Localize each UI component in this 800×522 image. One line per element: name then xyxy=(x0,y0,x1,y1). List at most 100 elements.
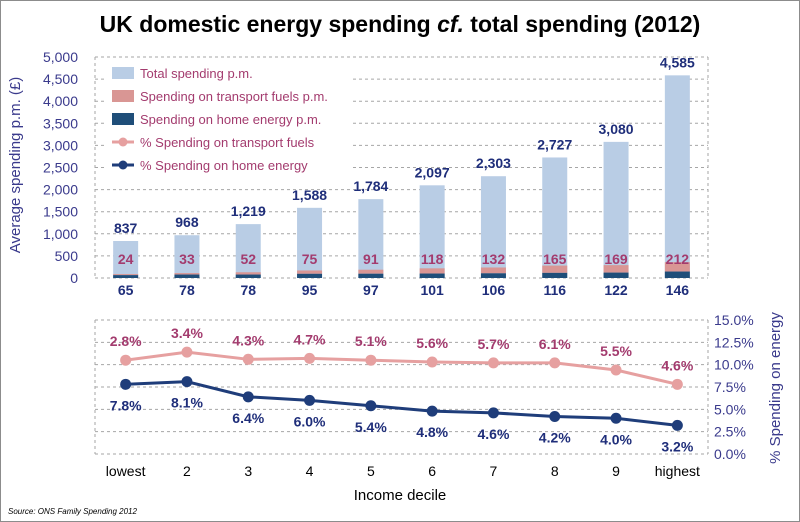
legend-label: Total spending p.m. xyxy=(140,66,253,81)
line-point xyxy=(242,353,254,365)
legend-swatch xyxy=(112,90,134,102)
bar-transport-label: 212 xyxy=(666,251,690,267)
line-point-label: 6.4% xyxy=(232,410,264,426)
y-tick-label: 3,500 xyxy=(43,115,78,131)
line-point-label: 4.7% xyxy=(294,331,326,347)
bar-total-label: 2,727 xyxy=(537,136,572,152)
bar-total-label: 1,219 xyxy=(231,203,266,219)
bar-total xyxy=(664,75,690,278)
line-point-label: 3.2% xyxy=(661,438,693,454)
line-point-label: 5.5% xyxy=(600,343,632,359)
line-series xyxy=(125,350,678,386)
line-point-label: 4.6% xyxy=(661,357,693,373)
line-point xyxy=(487,407,499,419)
y-tick-label: 2,500 xyxy=(43,160,78,176)
bar-total xyxy=(113,241,139,278)
bar-total-label: 837 xyxy=(114,220,138,236)
bar-total xyxy=(358,199,384,278)
line-point-label: 2.8% xyxy=(110,333,142,349)
y2-tick-label: 12.5% xyxy=(714,334,754,350)
line-point-label: 7.8% xyxy=(110,397,142,413)
bar-transport-label: 91 xyxy=(363,251,379,267)
bar-transport-label: 33 xyxy=(179,251,195,267)
bar-total xyxy=(235,224,261,278)
x-tick-label: 8 xyxy=(551,463,559,479)
legend-swatch xyxy=(112,67,134,79)
bar-total-label: 4,585 xyxy=(660,54,695,70)
x-tick-label: highest xyxy=(655,463,700,479)
x-tick-label: 9 xyxy=(612,463,620,479)
y2-tick-label: 2.5% xyxy=(714,424,746,440)
bar-home-energy-label: 65 xyxy=(118,282,134,298)
line-point-label: 5.1% xyxy=(355,333,387,349)
bar-transport-label: 165 xyxy=(543,251,567,267)
bar-home-energy-label: 106 xyxy=(482,282,506,298)
bar-home-energy-label: 116 xyxy=(543,282,566,298)
line-point-label: 5.6% xyxy=(416,335,448,351)
line-point xyxy=(304,352,316,364)
chart-marks: 0 500 1,000 1,500 2,000 2,500 3,000 3,500 4,000 4… xyxy=(43,49,754,479)
bar-transport xyxy=(419,268,445,274)
x-tick-label: 5 xyxy=(367,463,375,479)
y-tick-label: 4,000 xyxy=(43,93,78,109)
line-point xyxy=(242,391,254,403)
bar-home-energy-label: 78 xyxy=(240,282,256,298)
bar-home-energy xyxy=(664,271,690,278)
line-point xyxy=(120,354,132,366)
y2-axis-label: % Spending on energy xyxy=(767,312,784,464)
legend-label: Spending on transport fuels p.m. xyxy=(140,89,328,104)
bar-home-energy-label: 97 xyxy=(363,282,379,298)
line-point-label: 4.6% xyxy=(477,426,509,442)
line-point xyxy=(181,346,193,358)
bar-home-energy xyxy=(480,273,506,278)
x-tick-label: 4 xyxy=(306,463,314,479)
bar-transport-label: 169 xyxy=(604,251,628,267)
source-note: Source: ONS Family Spending 2012 xyxy=(8,507,138,516)
legend-swatch xyxy=(112,113,134,125)
bar-transport xyxy=(113,274,139,276)
bar-total-label: 2,097 xyxy=(415,164,450,180)
bar-total-label: 1,588 xyxy=(292,187,327,203)
bar-transport xyxy=(664,262,690,272)
bar-total xyxy=(480,176,506,278)
y2-tick-label: 10.0% xyxy=(714,357,754,373)
y-tick-label: 5,000 xyxy=(43,49,78,65)
line-point-label: 5.4% xyxy=(355,419,387,435)
line-point xyxy=(610,412,622,424)
y-tick-label: 0 xyxy=(70,270,78,286)
title-part-2: cf. xyxy=(437,11,464,37)
bar-transport-label: 118 xyxy=(421,251,444,267)
bar-home-energy xyxy=(603,272,629,278)
bar-transport-label: 75 xyxy=(302,251,318,267)
line-point xyxy=(671,378,683,390)
line-point-label: 4.0% xyxy=(600,431,632,447)
line-point xyxy=(181,376,193,388)
bar-home-energy-label: 146 xyxy=(666,282,690,298)
line-point xyxy=(120,378,132,390)
line-point xyxy=(426,405,438,417)
line-point xyxy=(365,354,377,366)
y-tick-label: 2,000 xyxy=(43,182,78,198)
x-tick-label: 3 xyxy=(244,463,252,479)
y-tick-label: 1,500 xyxy=(43,204,78,220)
x-tick-label: 6 xyxy=(428,463,436,479)
bar-home-energy-label: 122 xyxy=(604,282,628,298)
line-point xyxy=(549,357,561,369)
bar-transport xyxy=(297,270,323,274)
line-point-label: 4.3% xyxy=(232,332,264,348)
y2-tick-label: 5.0% xyxy=(714,401,746,417)
line-point-label: 6.0% xyxy=(294,413,326,429)
legend-label: % Spending on transport fuels xyxy=(140,135,315,150)
bar-total-label: 968 xyxy=(175,214,199,230)
x-tick-label: 2 xyxy=(183,463,191,479)
y-tick-label: 3,000 xyxy=(43,137,78,153)
bar-total-label: 3,080 xyxy=(599,121,634,137)
bar-total xyxy=(603,141,629,278)
bar-transport-label: 52 xyxy=(240,251,256,267)
legend-label: % Spending on home energy xyxy=(140,158,308,173)
bar-home-energy-label: 101 xyxy=(420,282,444,298)
line-point-label: 4.8% xyxy=(416,424,448,440)
line-point xyxy=(304,394,316,406)
bar-home-energy xyxy=(113,275,139,278)
